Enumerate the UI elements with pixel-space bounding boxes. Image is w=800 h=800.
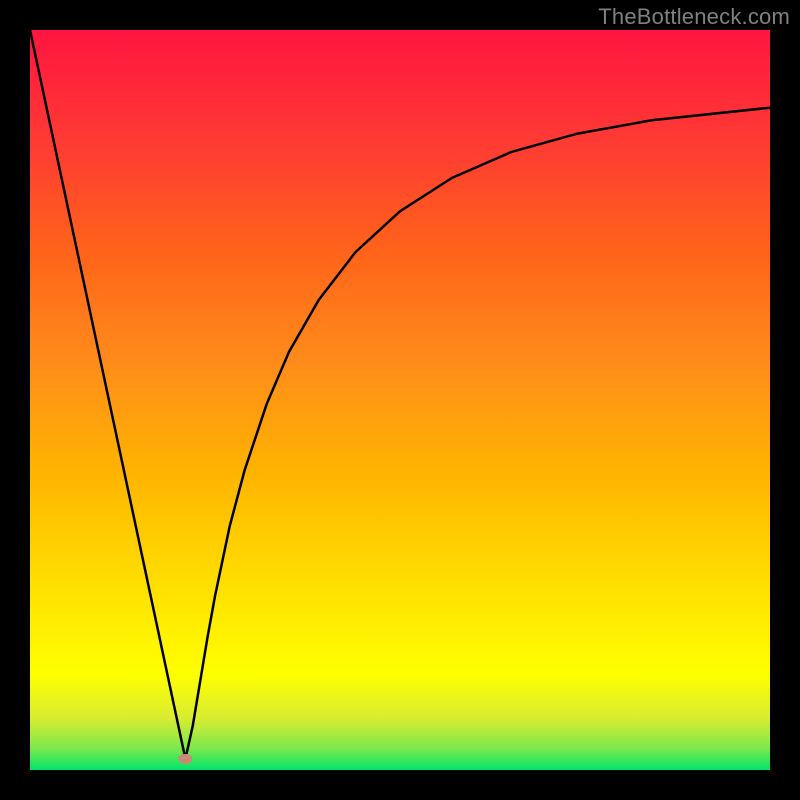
chart-frame: TheBottleneck.com (0, 0, 800, 800)
watermark-text: TheBottleneck.com (598, 4, 790, 30)
bottleneck-chart (30, 30, 770, 770)
gradient-background (30, 30, 770, 770)
chart-svg (30, 30, 770, 770)
optimum-marker (178, 754, 192, 764)
